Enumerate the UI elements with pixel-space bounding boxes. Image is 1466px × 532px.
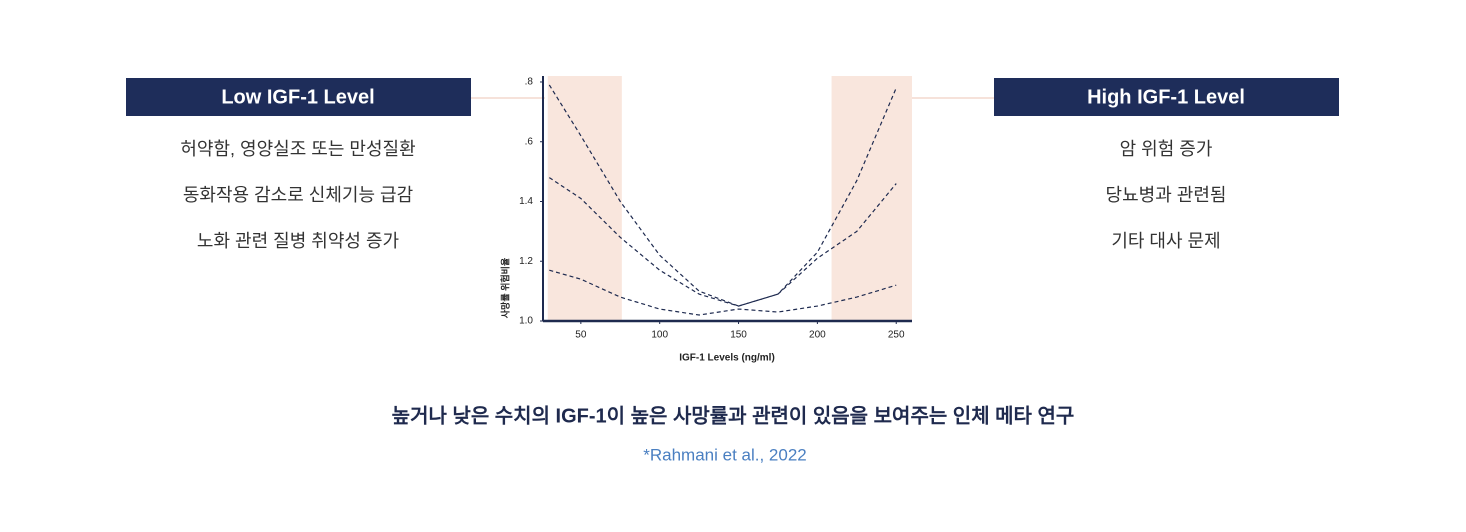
y-tick-label: 1.4 — [519, 196, 533, 207]
right-item: 기타 대사 문제 — [1111, 231, 1220, 251]
right-item: 당뇨병과 관련됨 — [1106, 185, 1227, 205]
y-tick-label: 1.2 — [519, 256, 533, 267]
x-tick-label: 200 — [809, 330, 826, 341]
x-tick-label: 50 — [575, 330, 587, 341]
left-item: 노화 관련 질병 취약성 증가 — [197, 231, 399, 251]
curve — [548, 84, 897, 307]
y-tick-label: .6 — [525, 136, 534, 147]
shaded-range — [831, 76, 912, 321]
curve — [549, 269, 897, 316]
x-tick-label: 150 — [730, 330, 747, 341]
citation: *Rahmani et al., 2022 — [643, 445, 807, 464]
x-tick-label: 100 — [651, 330, 668, 341]
x-tick-label: 250 — [888, 330, 905, 341]
left-header — [126, 78, 471, 116]
footer-title: 높거나 낮은 수치의 IGF-1이 높은 사망률과 관련이 있음을 보여주는 인… — [392, 404, 1075, 427]
right-header — [994, 78, 1339, 116]
right-title: High IGF-1 Level — [1087, 86, 1245, 108]
shaded-range — [547, 76, 622, 321]
x-axis-label: IGF-1 Levels (ng/ml) — [679, 353, 775, 364]
left-item: 허약함, 영양실조 또는 만성질환 — [180, 139, 415, 159]
y-tick-label: 1.0 — [519, 316, 533, 327]
curve — [548, 177, 897, 307]
right-item: 암 위험 증가 — [1120, 139, 1213, 159]
left-title: Low IGF-1 Level — [221, 86, 374, 108]
chart: .8 .6 1.4 1.2 1.0 50 100 150 200 250 — [519, 76, 912, 341]
y-axis-label: 사망률 위험비율 — [499, 258, 510, 318]
y-tick-label: .8 — [525, 77, 534, 88]
left-item: 동화작용 감소로 신체기능 급감 — [183, 185, 413, 205]
